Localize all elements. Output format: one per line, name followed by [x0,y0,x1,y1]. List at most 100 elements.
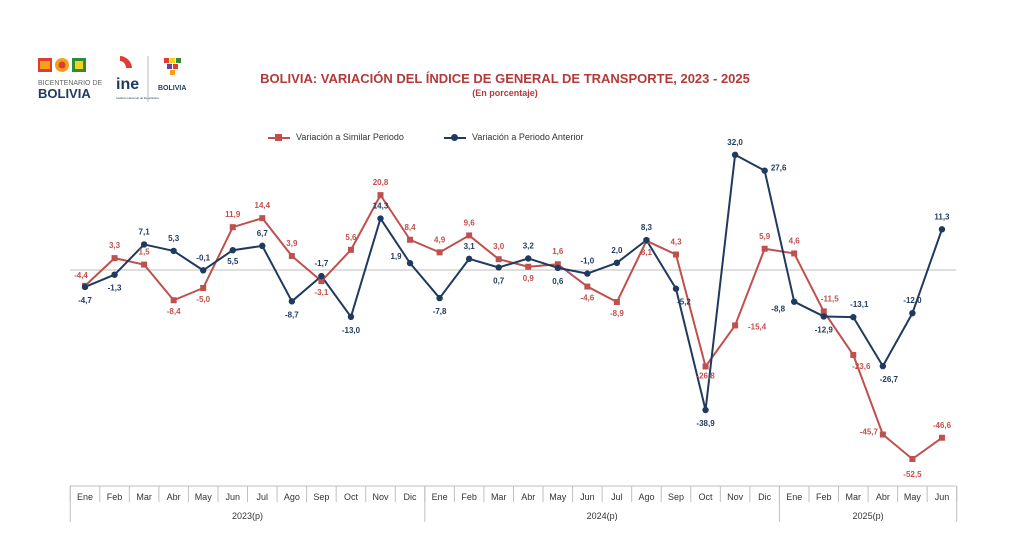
x-tick-label: Sep [313,492,329,502]
data-point-similar [377,192,384,199]
x-tick-label: Mar [491,492,507,502]
data-label-anterior: -1,0 [580,257,594,266]
data-point-similar [466,232,473,239]
data-point-anterior [436,294,443,302]
data-point-anterior [288,298,296,305]
data-label-similar: 9,6 [464,218,476,227]
legend-label-similar: Variación a Similar Periodo [296,132,404,142]
data-point-similar [200,285,207,291]
data-point-anterior [200,267,207,274]
data-label-similar: -4,6 [580,294,594,303]
legend-label-anterior: Variación a Periodo Anterior [472,132,584,142]
data-label-similar: 5,9 [759,232,771,241]
data-label-anterior: 8,3 [641,223,653,232]
data-point-similar [584,283,591,290]
data-label-anterior: 2,0 [611,246,623,255]
data-point-anterior [938,226,946,233]
data-point-anterior [495,264,502,271]
data-point-anterior [584,270,591,277]
data-point-anterior [643,236,650,244]
data-label-similar: 14,4 [255,201,271,210]
data-point-similar [229,224,236,231]
bicentenario-logo: BICENTENARIO DE BOLIVIA [38,58,103,101]
data-point-anterior [525,255,532,262]
x-tick-label: Sep [668,492,684,502]
x-tick-label: Jun [580,492,595,502]
chart-title: BOLIVIA: VARIACIÓN DEL ÍNDICE DE GENERAL… [260,71,750,86]
data-point-similar [318,278,325,285]
data-label-similar: 3,9 [286,239,298,248]
data-label-anterior: -5,2 [677,298,691,307]
chart-legend: Variación a Similar Periodo Variación a … [0,131,1024,147]
year-group-label: 2023(p) [232,511,263,521]
x-tick-label: Jun [225,492,240,502]
data-label-similar: -23,6 [852,362,871,371]
data-label-similar: -15,4 [748,322,767,331]
data-label-anterior: -12,9 [815,325,834,334]
data-label-anterior: -12,0 [903,296,922,305]
logos-graphic: BICENTENARIO DE BOLIVIA ine Instituto Na… [38,56,186,102]
x-tick-label: Ene [786,492,802,502]
data-label-anterior: 6,7 [257,229,269,238]
x-tick-label: Feb [461,492,477,502]
data-point-anterior [791,298,798,305]
x-tick-label: Ago [284,492,300,502]
data-point-anterior [465,255,473,263]
data-label-anterior: -4,7 [78,296,92,305]
data-label-anterior: 14,3 [373,202,389,211]
data-label-similar: 3,0 [493,242,505,251]
data-point-similar [495,256,502,263]
data-point-similar [613,299,620,306]
data-point-anterior [229,247,236,254]
data-point-anterior [377,215,384,222]
x-tick-label: Ago [638,492,654,502]
data-point-similar [761,245,768,252]
x-tick-label: Jul [611,492,623,502]
x-tick-label: Oct [344,492,359,502]
x-tick-label: Nov [727,492,744,502]
x-tick-label: Oct [699,492,714,502]
data-label-anterior: -13,1 [850,300,869,309]
data-point-similar [259,215,266,222]
data-point-similar [170,297,177,304]
data-label-anterior: 3,1 [464,242,476,251]
header-logos: BICENTENARIO DE BOLIVIA ine Instituto Na… [36,52,196,108]
data-label-anterior: -7,8 [433,307,447,316]
svg-text:BICENTENARIO DE: BICENTENARIO DE [38,80,103,87]
data-label-similar: -5,0 [196,295,210,304]
x-tick-label: Jul [257,492,269,502]
legend-square-marker [275,134,282,141]
x-tick-label: May [549,492,567,502]
x-tick-label: Nov [372,492,389,502]
data-point-similar [288,252,295,259]
data-label-anterior: 11,3 [934,212,950,221]
data-label-similar: -52,5 [903,470,922,479]
data-label-similar: -8,4 [167,307,181,316]
data-point-similar [347,246,354,253]
data-label-similar: 1,6 [552,247,564,256]
data-label-anterior: 3,2 [523,241,535,250]
data-label-anterior: 0,6 [552,277,564,286]
data-label-similar: 20,8 [373,178,389,187]
x-tick-label: Jun [935,492,950,502]
data-point-similar [909,456,916,462]
data-label-similar: 0,9 [523,274,535,283]
data-label-similar: -46,6 [933,421,952,430]
data-point-anterior [613,259,621,266]
data-point-anterior [850,313,857,321]
data-point-anterior [140,241,148,248]
data-point-anterior [259,242,266,250]
data-label-anterior: 5,5 [227,257,239,266]
data-point-anterior [170,247,177,255]
data-label-anterior: 32,0 [727,138,743,147]
data-point-similar [850,351,857,358]
data-point-anterior [406,259,414,267]
svg-text:Instituto Nacional de Estadíst: Instituto Nacional de Estadística [116,96,159,100]
data-label-similar: 4,9 [434,235,446,244]
series-line-anterior [84,153,943,412]
data-point-similar [407,236,414,243]
ine-logo: ine Instituto Nacional de Estadística [116,56,159,102]
data-label-anterior: 0,7 [493,276,505,285]
data-point-similar [141,261,148,268]
data-point-anterior [702,406,709,414]
